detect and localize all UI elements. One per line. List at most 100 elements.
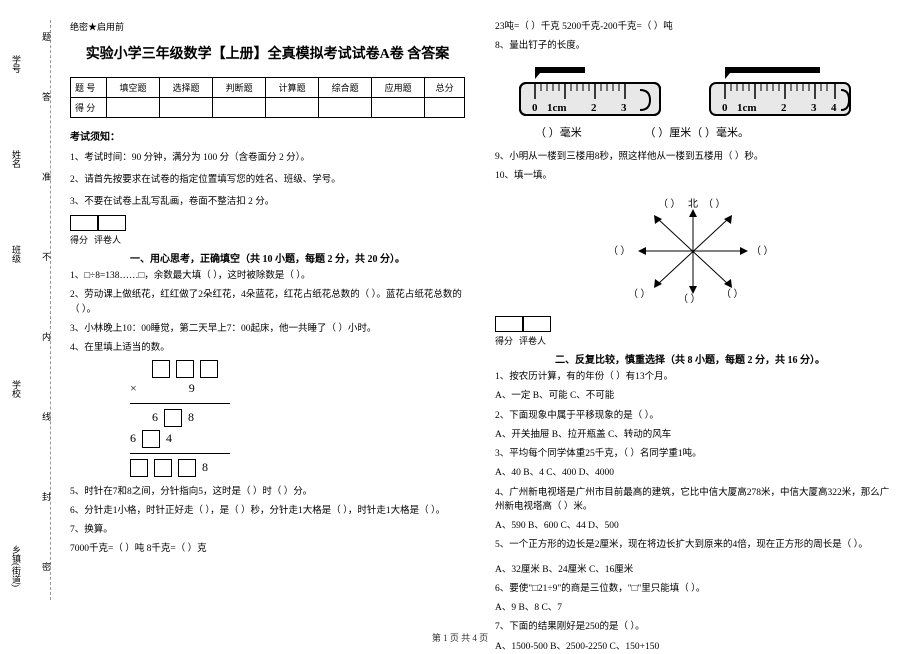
score-th-5: 应用题 bbox=[372, 78, 425, 98]
section1-head: 一、用心思考，正确填空（共 10 小题，每题 2 分，共 20 分）。 bbox=[130, 250, 465, 265]
svg-text:1cm: 1cm bbox=[737, 102, 757, 114]
q10: 10、填一填。 bbox=[495, 169, 890, 183]
binding-label-xiangzhen: 乡镇(街道) bbox=[10, 545, 23, 587]
left-column: 绝密★启用前 实验小学三年级数学【上册】全真模拟考试试卷A卷 含答案 题 号 填… bbox=[70, 20, 465, 610]
score-td-1 bbox=[160, 98, 213, 118]
score-td-0 bbox=[107, 98, 160, 118]
score-th-1: 选择题 bbox=[160, 78, 213, 98]
score-box-label-a: 得分 bbox=[70, 233, 88, 246]
score-th-0: 填空题 bbox=[107, 78, 160, 98]
binding-char-0: 题 bbox=[42, 30, 51, 43]
svg-text:2: 2 bbox=[591, 102, 597, 114]
calc-m: 9 bbox=[189, 378, 195, 400]
calc-r3-0: 6 bbox=[152, 407, 158, 429]
rq5o: A、32厘米 B、24厘米 C、16厘米 bbox=[495, 563, 890, 577]
score-box-4 bbox=[523, 316, 551, 332]
svg-text:0: 0 bbox=[532, 102, 538, 114]
svg-text:3: 3 bbox=[811, 102, 817, 114]
svg-text:（ ）: （ ） bbox=[678, 293, 701, 304]
q5: 5、时针在7和8之间，分针指向5，这时是（ ）时（ ）分。 bbox=[70, 485, 465, 499]
q1: 1、□÷8=138……□，余数最大填（ ），这时被除数是（ ）。 bbox=[70, 269, 465, 283]
svg-text:2: 2 bbox=[781, 102, 787, 114]
notice-head: 考试须知： bbox=[70, 128, 465, 143]
notice-3: 3、不要在试卷上乱写乱画，卷面不整洁扣 2 分。 bbox=[70, 193, 465, 207]
q7b: 7000千克=（ ）吨 8千克=（ ）克 bbox=[70, 542, 465, 556]
rq4: 4、广州新电视塔是广州市目前最高的建筑，它比中信大厦高278米，中信大厦高322… bbox=[495, 486, 890, 515]
notice-1: 1、考试时间：90 分钟，满分为 100 分（含卷面分 2 分）。 bbox=[70, 149, 465, 163]
q2: 2、劳动课上做纸花，红红做了2朵红花，4朵蓝花，红花占纸花总数的（ ）。蓝花占纸… bbox=[70, 288, 465, 317]
calc-r4-2: 4 bbox=[166, 428, 172, 450]
right-column: 23吨=（ ）千克 5200千克-200千克=（ ）吨 8、量出钉子的长度。 bbox=[495, 20, 890, 610]
score-box-label-b: 评卷人 bbox=[94, 233, 121, 246]
binding-char-6: 封 bbox=[42, 490, 51, 503]
rq6o: A、9 B、8 C、7 bbox=[495, 601, 890, 615]
binding-char-4: 内 bbox=[42, 330, 51, 343]
svg-text:3: 3 bbox=[621, 102, 627, 114]
score-box-3 bbox=[495, 316, 523, 332]
svg-text:1cm: 1cm bbox=[547, 102, 567, 114]
calc-r3-2: 8 bbox=[188, 407, 194, 429]
score-th-2: 判断题 bbox=[213, 78, 266, 98]
q3: 3、小林晚上10：00睡觉，第二天早上7：00起床，他一共睡了（ ）小时。 bbox=[70, 322, 465, 336]
rq1: 1、按农历计算，有的年份（ ）有13个月。 bbox=[495, 370, 890, 384]
score-th-3: 计算题 bbox=[266, 78, 319, 98]
rq2: 2、下面现象中属于平移现象的是（ ）。 bbox=[495, 409, 890, 423]
binding-label-xuexiao: 学校 bbox=[10, 380, 23, 398]
binding-label-banji: 班级 bbox=[10, 245, 23, 263]
score-td-5 bbox=[372, 98, 425, 118]
paper-title: 实验小学三年级数学【上册】全真模拟考试试卷A卷 含答案 bbox=[70, 43, 465, 63]
score-box-1 bbox=[70, 215, 98, 231]
q9: 9、小明从一楼到三楼用8秒，照这样他从一楼到五楼用（ ）秒。 bbox=[495, 150, 890, 164]
score-box-label-a2: 得分 bbox=[495, 334, 513, 347]
calc-op: × bbox=[130, 378, 137, 400]
q7c: 23吨=（ ）千克 5200千克-200千克=（ ）吨 bbox=[495, 20, 890, 34]
page-footer: 第 1 页 共 4 页 bbox=[0, 631, 920, 644]
calc-r5-3: 8 bbox=[202, 457, 208, 479]
rq3o: A、40 B、4 C、400 D、4000 bbox=[495, 466, 890, 480]
section1-score-boxes bbox=[70, 215, 465, 231]
notice-2: 2、请首先按要求在试卷的指定位置填写您的姓名、班级、学号。 bbox=[70, 171, 465, 185]
score-td-6 bbox=[425, 98, 465, 118]
q8: 8、量出钉子的长度。 bbox=[495, 39, 890, 53]
svg-text:4: 4 bbox=[831, 102, 837, 114]
rq6: 6、要使"□21÷9"的商是三位数，"□"里只能填（ ）。 bbox=[495, 582, 890, 596]
svg-text:北: 北 bbox=[688, 198, 698, 210]
binding-margin: 学号 姓名 班级 学校 乡镇(街道) 题 答 准 不 内 线 封 密 bbox=[0, 0, 60, 620]
score-table: 题 号 填空题 选择题 判断题 计算题 综合题 应用题 总分 得 分 bbox=[70, 77, 465, 118]
rq2o: A、开关抽屉 B、拉开瓶盖 C、转动的风车 bbox=[495, 428, 890, 442]
svg-text:（ ）: （ ） bbox=[628, 288, 651, 300]
score-th-4: 综合题 bbox=[319, 78, 372, 98]
svg-text:（ ）: （ ） bbox=[751, 245, 774, 257]
binding-label-xuehao: 学号 bbox=[10, 55, 23, 73]
vertical-calculation: ×9 68 64 8 bbox=[130, 360, 465, 478]
binding-char-5: 线 bbox=[42, 410, 51, 423]
svg-text:（ ）: （ ） bbox=[703, 198, 726, 210]
ruler-1: 0 1cm 2 3 bbox=[515, 65, 665, 120]
binding-char-3: 不 bbox=[42, 250, 51, 263]
q6: 6、分针走1小格，时针正好走（ ），是（ ）秒，分针走1大格是（ ），时针走1大… bbox=[70, 504, 465, 518]
svg-text:（ ）: （ ） bbox=[658, 198, 681, 210]
compass-diagram: （ ） 北 （ ） （ ） （ ） （ ） （ ） （ ） bbox=[495, 194, 890, 304]
score-box-2 bbox=[98, 215, 126, 231]
svg-text:0: 0 bbox=[722, 102, 728, 114]
binding-char-1: 答 bbox=[42, 90, 51, 103]
score-td-4 bbox=[319, 98, 372, 118]
section2-score-boxes bbox=[495, 316, 890, 332]
calc-r4-0: 6 bbox=[130, 428, 136, 450]
score-box-label-b2: 评卷人 bbox=[519, 334, 546, 347]
rq4o: A、590 B、600 C、44 D、500 bbox=[495, 519, 890, 533]
binding-char-2: 准 bbox=[42, 170, 51, 183]
svg-text:（ ）: （ ） bbox=[721, 288, 744, 300]
secret-tag: 绝密★启用前 bbox=[70, 20, 465, 33]
score-th-6: 总分 bbox=[425, 78, 465, 98]
q4: 4、在里填上适当的数。 bbox=[70, 341, 465, 355]
section2-head: 二、反复比较，慎重选择（共 8 小题，每题 2 分，共 16 分）。 bbox=[555, 351, 890, 366]
ruler-row: 0 1cm 2 3 bbox=[515, 65, 890, 120]
svg-text:（ ）: （ ） bbox=[608, 245, 631, 257]
ruler-ans-2: （ ）厘米（ ）毫米。 bbox=[645, 127, 750, 139]
binding-char-7: 密 bbox=[42, 560, 51, 573]
ruler-2: 0 1cm 2 3 4 bbox=[705, 65, 855, 120]
score-td-label: 得 分 bbox=[71, 98, 107, 118]
rq5: 5、一个正方形的边长是2厘米，现在将边长扩大到原来的4倍，现在正方形的周长是（ … bbox=[495, 538, 890, 552]
score-td-2 bbox=[213, 98, 266, 118]
